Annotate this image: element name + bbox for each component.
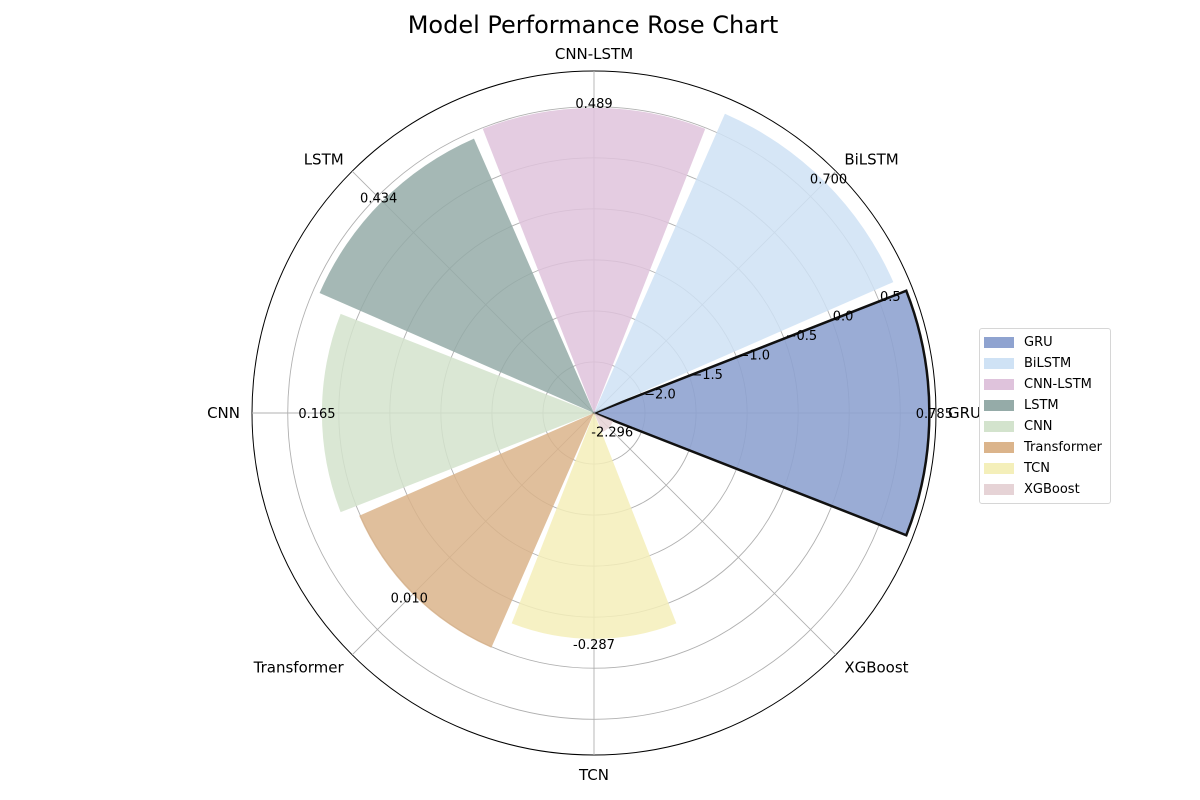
legend-swatch bbox=[984, 421, 1014, 432]
rose-bar-tcn bbox=[511, 413, 677, 639]
legend-label: Transformer bbox=[1024, 440, 1103, 455]
rose-bar-transformer bbox=[359, 413, 594, 648]
rose-bar-lstm bbox=[319, 138, 594, 413]
legend-item-xgboost: XGBoost bbox=[980, 479, 1110, 500]
legend-label: CNN bbox=[1024, 419, 1053, 434]
radial-tick-label: −0.5 bbox=[786, 329, 818, 344]
category-label-cnn: CNN bbox=[207, 404, 240, 422]
value-label-gru: 0.785 bbox=[916, 407, 953, 422]
rose-segments bbox=[319, 107, 931, 648]
chart-title: Model Performance Rose Chart bbox=[408, 11, 779, 39]
category-labels: GRU BiLSTM CNN-LSTM LSTM CNN Transformer TCN XG… bbox=[207, 45, 981, 784]
legend-item-cnn: CNN bbox=[980, 416, 1110, 437]
legend-item-gru: GRU bbox=[980, 332, 1110, 353]
legend-item-bilstm: BiLSTM bbox=[980, 353, 1110, 374]
legend-swatch bbox=[984, 358, 1014, 369]
value-label-lstm: 0.434 bbox=[360, 192, 397, 207]
legend-label: CNN-LSTM bbox=[1024, 377, 1092, 392]
radial-tick-label: −1.5 bbox=[691, 368, 723, 383]
value-labels: 0.785 0.700 0.489 0.434 0.165 0.010 -0.287 -2.2… bbox=[298, 97, 953, 653]
legend-label: BiLSTM bbox=[1024, 356, 1072, 371]
legend-swatch bbox=[984, 463, 1014, 474]
value-label-cnn: 0.165 bbox=[298, 407, 335, 422]
legend-item-tcn: TCN bbox=[980, 458, 1110, 479]
legend-swatch bbox=[984, 442, 1014, 453]
rose-bar-bilstm bbox=[594, 113, 894, 414]
category-label-lstm: LSTM bbox=[304, 151, 344, 169]
value-label-bilstm: 0.700 bbox=[810, 172, 847, 187]
grid-spoke bbox=[593, 412, 837, 656]
legend-swatch bbox=[984, 379, 1014, 390]
category-label-tcn: TCN bbox=[578, 766, 609, 784]
rose-bar-gru bbox=[590, 289, 931, 537]
legend-label: LSTM bbox=[1024, 398, 1059, 413]
radial-tick-labels: −2.0 −1.5 −1.0 −0.5 0.0 0.5 bbox=[644, 290, 900, 403]
legend-swatch bbox=[984, 484, 1014, 495]
legend-item-cnn-lstm: CNN-LSTM bbox=[980, 374, 1110, 395]
radial-tick-label: −1.0 bbox=[738, 348, 770, 363]
category-label-bilstm: BiLSTM bbox=[844, 151, 898, 169]
value-label-transformer: 0.010 bbox=[391, 592, 428, 607]
legend-item-lstm: LSTM bbox=[980, 395, 1110, 416]
legend-label: XGBoost bbox=[1024, 482, 1080, 497]
value-label-cnn-lstm: 0.489 bbox=[575, 97, 612, 112]
category-label-gru: GRU bbox=[948, 404, 981, 422]
category-label-xgboost: XGBoost bbox=[844, 658, 908, 676]
value-label-xgboost: -2.296 bbox=[591, 425, 633, 440]
radial-tick-label: −2.0 bbox=[644, 387, 676, 402]
legend-label: TCN bbox=[1024, 461, 1050, 476]
rose-bar-cnn-lstm bbox=[482, 107, 706, 414]
value-label-tcn: -0.287 bbox=[573, 638, 615, 653]
radial-tick-label: 0.0 bbox=[833, 309, 854, 324]
radial-tick-label: 0.5 bbox=[880, 290, 901, 305]
rose-bar-xgboost bbox=[594, 413, 614, 433]
legend-swatch bbox=[984, 400, 1014, 411]
category-label-cnn-lstm: CNN-LSTM bbox=[555, 45, 633, 63]
legend-swatch bbox=[984, 337, 1014, 348]
legend-label: GRU bbox=[1024, 335, 1053, 350]
rose-bar-cnn bbox=[321, 313, 594, 513]
legend-item-transformer: Transformer bbox=[980, 437, 1110, 458]
legend: GRU BiLSTM CNN-LSTM LSTM CNN Transformer TCN XG… bbox=[979, 328, 1111, 504]
category-label-transformer: Transformer bbox=[253, 658, 345, 676]
